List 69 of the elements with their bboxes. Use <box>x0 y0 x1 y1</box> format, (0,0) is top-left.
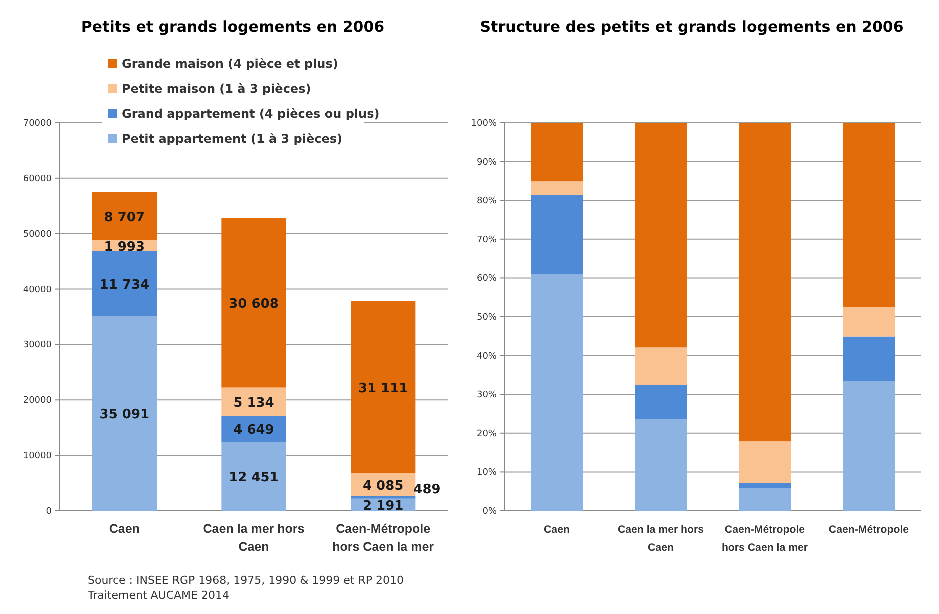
bar <box>531 274 583 511</box>
data-label: 5 134 <box>234 396 274 411</box>
bar <box>739 442 791 484</box>
y-tick-label: 0 <box>46 507 52 517</box>
x-tick-label: Caen la mer hors Caen <box>618 524 704 554</box>
x-tick-label: Caen-Métropole hors Caen la mer <box>722 524 808 554</box>
legend-label: Petit appartement (1 à 3 pièces) <box>122 132 342 146</box>
y-tick-label: 100% <box>471 119 498 129</box>
chart-title: Structure des petits et grands logements en 2006 <box>480 18 904 36</box>
data-label: 8 707 <box>104 210 146 226</box>
data-label: 4 085 <box>362 478 404 494</box>
data-label: 11 734 <box>100 278 150 293</box>
y-tick-label: 80% <box>476 196 498 207</box>
y-tick-label: 10000 <box>23 452 52 462</box>
y-tick-label: 40000 <box>23 285 52 296</box>
data-label: 2 191 <box>362 498 404 514</box>
y-tick-label: 60000 <box>23 174 52 184</box>
bar <box>843 381 895 511</box>
data-label: 31 111 <box>358 381 408 396</box>
y-tick-label: 50% <box>476 313 498 323</box>
bar <box>635 385 687 420</box>
bar <box>739 123 791 442</box>
y-tick-label: 50000 <box>23 230 52 240</box>
bar <box>351 301 416 474</box>
y-tick-label: 30% <box>476 390 498 401</box>
y-tick-label: 20% <box>476 429 498 440</box>
x-tick-label: Caen-Métropole <box>828 524 910 536</box>
bar <box>843 307 895 337</box>
x-tick-label: Caen <box>109 522 140 536</box>
bar <box>843 336 895 382</box>
bar <box>635 348 687 386</box>
bar <box>531 195 583 274</box>
data-label: 35 091 <box>100 408 150 423</box>
bar <box>222 218 286 388</box>
x-tick-label: Caen-Métropole hors Caen la mer <box>332 522 434 554</box>
data-label: 12 451 <box>229 470 279 486</box>
data-label: 1 993 <box>104 240 146 255</box>
y-tick-label: 30000 <box>23 340 52 351</box>
bar <box>843 123 895 308</box>
y-tick-label: 20000 <box>23 396 52 406</box>
bar <box>92 316 157 511</box>
bar <box>739 488 791 511</box>
chart-title: Petits et grands logements en 2006 <box>81 18 385 36</box>
bar <box>635 123 687 348</box>
bar <box>92 251 157 316</box>
text: Traitement AUCAME 2014 <box>87 589 230 602</box>
y-tick-label: 10% <box>476 468 498 478</box>
legend-label: Grande maison (4 pièce et plus) <box>122 57 338 71</box>
y-tick-label: 90% <box>476 158 498 168</box>
x-tick-label: Caen <box>544 524 570 536</box>
data-label: 489 <box>414 482 441 498</box>
y-tick-label: 60% <box>476 274 498 284</box>
bar <box>531 123 583 182</box>
source-note: Source : INSEE RGP 1968, 1975, 1990 & 1999 et RP 2010 <box>88 574 404 587</box>
y-tick-label: 70000 <box>23 119 52 129</box>
bar <box>92 192 157 240</box>
bar <box>739 483 791 488</box>
bar <box>222 442 286 511</box>
bar <box>351 496 416 499</box>
legend-label: Grand appartement (4 pièces ou plus) <box>122 107 380 121</box>
x-tick-label: Caen la mer hors Caen <box>203 522 305 554</box>
legend-label: Petite maison (1 à 3 pièces) <box>122 82 312 96</box>
y-tick-label: 0% <box>482 507 498 517</box>
data-label: 30 608 <box>229 296 279 312</box>
y-tick-label: 40% <box>476 352 498 362</box>
y-tick-label: 70% <box>476 235 498 246</box>
data-label: 4 649 <box>234 423 274 438</box>
bar <box>531 182 583 196</box>
bar <box>635 419 687 511</box>
